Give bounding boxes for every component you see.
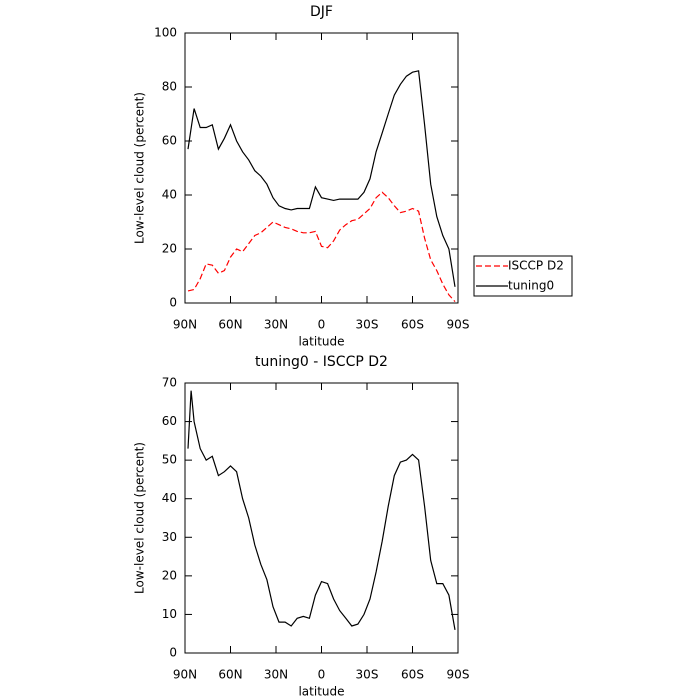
plot-frame	[184, 32, 459, 304]
x-tick-label: 90S	[447, 668, 470, 682]
x-tick-label: 30S	[356, 668, 379, 682]
legend-label: ISCCP D2	[508, 259, 564, 273]
x-tick-label: 90N	[173, 668, 197, 682]
y-tick-label: 70	[162, 376, 177, 390]
y-tick-label: 50	[162, 453, 177, 467]
y-tick-label: 20	[162, 242, 177, 256]
y-tick-label: 0	[169, 296, 177, 310]
data-line	[187, 191, 456, 303]
y-tick-label: 40	[162, 491, 177, 505]
x-tick-label: 0	[318, 318, 326, 332]
y-tick-label: 0	[169, 646, 177, 660]
y-tick-label: 100	[154, 26, 177, 40]
y-tick-label: 20	[162, 568, 177, 582]
chart-title: DJF	[310, 4, 333, 20]
x-tick-label: 60N	[218, 318, 242, 332]
x-tick-label: 30N	[264, 318, 288, 332]
x-tick-label: 0	[318, 668, 326, 682]
x-tick-label: 90N	[173, 318, 197, 332]
x-axis-label: latitude	[298, 685, 344, 699]
legend-label: tuning0	[508, 279, 554, 293]
y-tick-label: 40	[162, 188, 177, 202]
data-line	[187, 390, 456, 631]
y-tick-label: 30	[162, 530, 177, 544]
y-axis-label: Low-level cloud (percent)	[133, 442, 147, 594]
y-tick-label: 10	[162, 607, 177, 621]
chart-title: tuning0 - ISCCP D2	[255, 354, 388, 370]
plot-frame	[184, 382, 459, 654]
x-tick-label: 60S	[401, 668, 424, 682]
y-tick-label: 60	[162, 134, 177, 148]
x-tick-label: 30N	[264, 668, 288, 682]
data-line	[187, 70, 456, 287]
y-axis-label: Low-level cloud (percent)	[133, 92, 147, 244]
x-tick-label: 30S	[356, 318, 379, 332]
y-tick-label: 60	[162, 414, 177, 428]
x-tick-label: 60S	[401, 318, 424, 332]
y-tick-label: 80	[162, 80, 177, 94]
x-axis-label: latitude	[298, 335, 344, 349]
x-tick-label: 90S	[447, 318, 470, 332]
legend-box	[473, 255, 573, 297]
x-tick-label: 60N	[218, 668, 242, 682]
